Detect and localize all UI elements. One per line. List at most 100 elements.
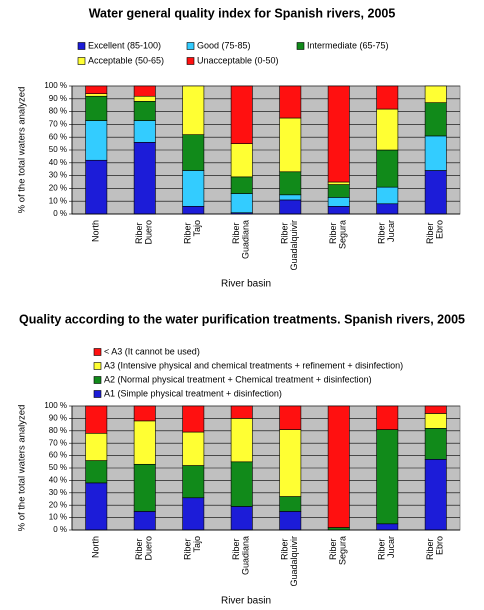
bar-segment <box>85 159 108 215</box>
x-tick-label: Riber Tajo <box>183 220 203 244</box>
bar-segment <box>424 459 447 531</box>
bar-segment <box>424 102 447 137</box>
y-tick-label: 90 % <box>49 414 67 423</box>
x-tick-label: Riber Duero <box>134 536 154 561</box>
legend-swatch <box>186 57 195 65</box>
legend-swatch <box>77 57 86 65</box>
legend-label: Acceptable (50-65) <box>88 55 164 65</box>
bar-segment <box>376 85 399 110</box>
bar-segment <box>182 170 205 207</box>
legend-swatch <box>186 42 195 50</box>
y-tick-label: 50 % <box>49 145 67 154</box>
bar-segment <box>133 95 156 102</box>
bar-segment <box>182 405 205 433</box>
bar-segment <box>85 460 108 484</box>
bar-segment <box>279 171 302 196</box>
bar-segment <box>279 496 302 512</box>
bar-segment <box>85 93 108 97</box>
bar-segment <box>376 405 399 430</box>
legend-swatch <box>93 362 102 370</box>
bar-segment <box>424 428 447 460</box>
legend-label: A3 (Intensive physical and chemical trea… <box>104 360 403 370</box>
x-tick-label: North <box>91 220 101 242</box>
bar-segment <box>182 85 205 135</box>
x-tick-label: Riber Guadalquivir <box>280 536 300 587</box>
bar-segment <box>230 461 253 507</box>
bar-segment <box>279 405 302 430</box>
y-tick-label: 60 % <box>49 132 67 141</box>
bar-segment <box>327 206 350 215</box>
chart-title: Quality according to the water purificat… <box>19 312 465 326</box>
bar-segment <box>327 181 350 185</box>
x-tick-label: Riber Segura <box>328 536 348 565</box>
y-tick-label: 100 % <box>44 81 67 90</box>
y-tick-label: 80 % <box>49 426 67 435</box>
bar-segment <box>133 85 156 97</box>
bar-segment <box>279 511 302 531</box>
bar-segment <box>182 465 205 499</box>
x-tick-label: North <box>91 536 101 558</box>
y-tick-label: 60 % <box>49 451 67 460</box>
bar-segment <box>133 511 156 531</box>
legend-label: Good (75-85) <box>197 40 251 50</box>
bar-segment <box>182 497 205 531</box>
y-tick-label: 20 % <box>49 500 67 509</box>
x-tick-label: Riber Segura <box>328 220 348 249</box>
x-tick-label: Riber Guadiana <box>231 536 251 575</box>
legend-label: A1 (Simple physical treatment + disinfec… <box>104 388 282 398</box>
bar-segment <box>376 108 399 151</box>
bar-segment <box>85 85 108 94</box>
bar-segment <box>424 170 447 215</box>
bar-segment <box>376 203 399 215</box>
y-tick-label: 40 % <box>49 158 67 167</box>
bar-segment <box>85 482 108 531</box>
bar-segment <box>85 120 108 161</box>
y-tick-label: 10 % <box>49 513 67 522</box>
legend-swatch <box>93 390 102 398</box>
bar-segment <box>133 120 156 143</box>
bar-segment <box>85 95 108 121</box>
bar-segment <box>133 142 156 215</box>
bar-segment <box>376 149 399 188</box>
legend-label: A2 (Normal physical treatment + Chemical… <box>104 374 372 384</box>
bar-segment <box>279 117 302 173</box>
bar-segment <box>327 85 350 183</box>
legend-label: Excellent (85-100) <box>88 40 161 50</box>
bar-segment <box>279 199 302 215</box>
bar-segment <box>230 193 253 214</box>
y-tick-label: 90 % <box>49 94 67 103</box>
bar-segment <box>230 143 253 178</box>
bar-segment <box>376 186 399 205</box>
legend-swatch <box>296 42 305 50</box>
y-tick-label: 40 % <box>49 476 67 485</box>
y-tick-label: 100 % <box>44 401 67 410</box>
bar-segment <box>230 418 253 463</box>
x-tick-label: Riber Ebro <box>425 220 445 244</box>
bar-segment <box>279 85 302 119</box>
legend-label: Intermediate (65-75) <box>307 40 389 50</box>
bar-segment <box>376 429 399 525</box>
x-tick-label: Riber Guadalquivir <box>280 220 300 271</box>
x-tick-label: Riber Ebro <box>425 536 445 560</box>
x-tick-label: Riber Duero <box>134 220 154 245</box>
bar-segment <box>424 85 447 103</box>
x-tick-label: Riber Jucar <box>377 536 397 560</box>
bar-segment <box>230 405 253 419</box>
y-tick-label: 70 % <box>49 120 67 129</box>
bar-segment <box>133 405 156 422</box>
y-tick-label: 0 % <box>53 209 67 218</box>
bar-segment <box>424 405 447 414</box>
bar-segment <box>424 135 447 171</box>
y-axis-label: % of the total waters analyzed <box>17 405 28 532</box>
bar-segment <box>279 194 302 201</box>
bar-segment <box>327 184 350 198</box>
bar-segment <box>424 413 447 429</box>
legend-swatch <box>93 376 102 384</box>
y-tick-label: 30 % <box>49 171 67 180</box>
bar-segment <box>230 176 253 194</box>
bar-segment <box>327 197 350 207</box>
y-tick-label: 20 % <box>49 184 67 193</box>
x-tick-label: Riber Tajo <box>183 536 203 560</box>
legend-label: < A3 (It cannot be used) <box>104 346 200 356</box>
